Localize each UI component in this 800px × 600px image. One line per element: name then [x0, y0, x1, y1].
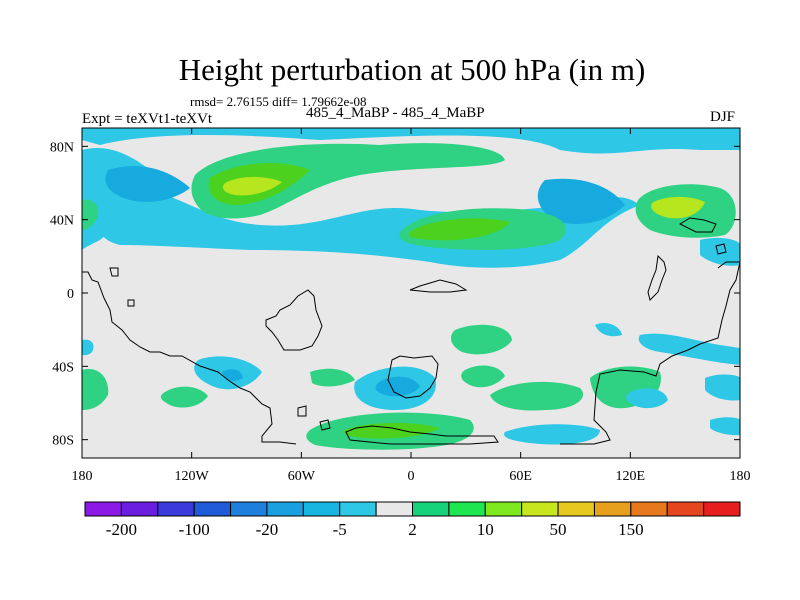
colorbar-swatch	[666, 501, 705, 517]
contour-region	[537, 178, 625, 225]
contour-region	[490, 381, 584, 411]
colorbar-label: 50	[550, 520, 567, 539]
colorbar-swatch	[339, 501, 377, 517]
colorbar-swatch	[230, 501, 268, 517]
contour-region	[82, 128, 740, 154]
x-tick-label: 120W	[175, 469, 210, 484]
coastlines	[82, 217, 741, 445]
contour-region	[700, 237, 740, 266]
y-tick-label: 40S	[52, 360, 74, 375]
colorbar-label: -200	[106, 520, 137, 539]
coastline	[715, 243, 727, 255]
colorbar-swatch	[448, 501, 486, 517]
y-tick-label: 40N	[50, 214, 74, 229]
contour-region	[450, 324, 512, 355]
coastline	[265, 289, 323, 351]
coastline	[409, 279, 468, 293]
x-tick-label: 120E	[616, 469, 646, 484]
coastline	[109, 267, 119, 277]
colorbar-swatch	[302, 501, 341, 517]
chart-title: Height perturbation at 500 hPa (in m)	[178, 52, 646, 87]
experiment-label: Expt = teXVt1-teXVt	[82, 111, 213, 127]
colorbar-swatch	[630, 501, 668, 517]
contour-region	[595, 323, 622, 337]
colorbar-swatch	[593, 501, 632, 517]
contour-region	[345, 236, 372, 248]
coastline	[319, 419, 331, 431]
colorbar-swatch	[412, 501, 450, 517]
contour-region	[710, 417, 740, 436]
chart-subtitle: rmsd= 2.76155 diff= 1.79662e-08	[190, 94, 367, 109]
coastline	[82, 271, 297, 445]
y-tick-label: 80S	[52, 434, 74, 449]
coastline	[678, 217, 717, 233]
contour-region	[651, 196, 705, 219]
season-label: DJF	[710, 109, 736, 125]
coastline	[647, 254, 667, 301]
contour-region	[222, 176, 282, 196]
contour-region	[82, 339, 94, 356]
plot-background	[82, 128, 740, 458]
coastline	[560, 261, 741, 445]
colorbar-swatch	[157, 501, 195, 517]
colorbar-swatch	[375, 501, 414, 517]
colorbar-label: 2	[408, 520, 417, 539]
colorbar-swatch	[557, 501, 595, 517]
coastline	[127, 299, 135, 307]
contour-region	[626, 388, 668, 409]
colorbar-swatch	[193, 501, 232, 517]
colorbar-label: -5	[333, 520, 347, 539]
colorbar-swatch	[484, 501, 523, 517]
x-tick-label: 0	[408, 469, 415, 484]
coastline	[345, 425, 499, 445]
x-tick-label: 60E	[509, 469, 532, 484]
x-tick-label: 180	[730, 469, 751, 484]
colorbar-swatch	[120, 501, 159, 517]
colorbar-swatch	[703, 501, 741, 517]
contour-region	[82, 369, 109, 410]
contour-region	[408, 218, 510, 241]
contour-region	[160, 386, 208, 408]
colorbar-label: 10	[477, 520, 494, 539]
colorbar-swatch	[521, 501, 559, 517]
y-tick-label: 0	[67, 287, 74, 302]
colorbar-swatch	[266, 501, 304, 517]
coastline	[387, 355, 439, 399]
contour-region	[222, 369, 243, 381]
x-tick-label: 60W	[288, 469, 316, 484]
contour-region	[461, 365, 505, 388]
colorbar-label: 150	[618, 520, 644, 539]
y-tick-label: 80N	[50, 140, 74, 155]
contour-region	[105, 166, 190, 202]
case-label: 485_4_MaBP - 485_4_MaBP	[306, 105, 485, 121]
colorbar-label: -20	[256, 520, 279, 539]
contour-region	[705, 374, 740, 401]
x-tick-label: 180	[72, 469, 93, 484]
coastline	[297, 405, 307, 417]
contour-region	[191, 143, 505, 219]
contour-region	[310, 368, 355, 387]
contour-region	[375, 376, 420, 397]
colorbar-swatch	[84, 501, 122, 517]
contour-region	[504, 424, 600, 445]
contour-region	[82, 199, 99, 230]
colorbar-label: -100	[179, 520, 210, 539]
